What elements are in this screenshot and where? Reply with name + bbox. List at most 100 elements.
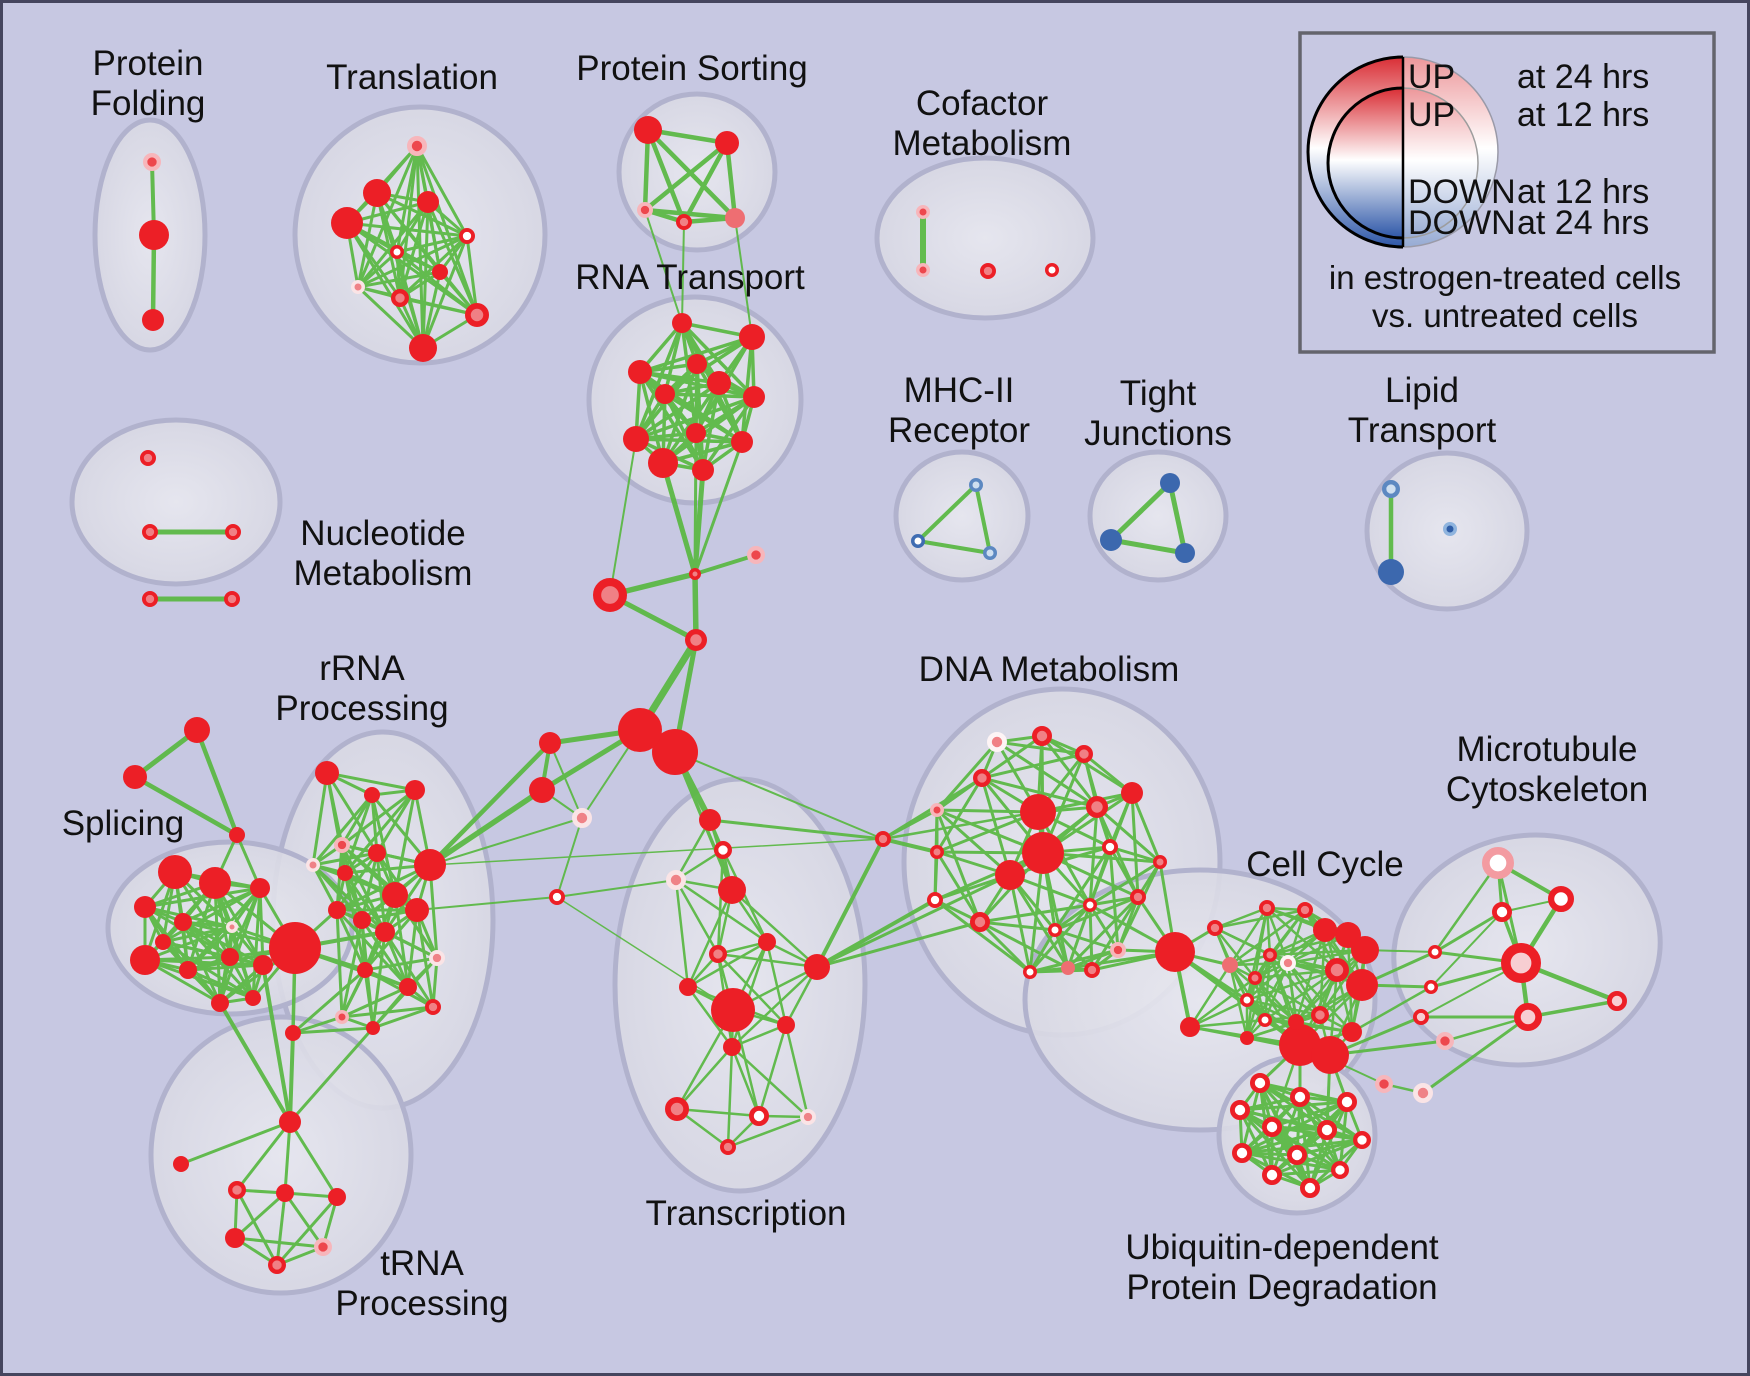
- network-node-tr9[interactable]: [391, 289, 410, 308]
- network-node-rr19[interactable]: [366, 1021, 380, 1035]
- network-node-lp3[interactable]: [1443, 522, 1457, 536]
- network-node-hub1[interactable]: [618, 708, 662, 752]
- network-node-rr2[interactable]: [364, 787, 380, 803]
- network-node-tri3[interactable]: [229, 827, 245, 843]
- network-node-cc1[interactable]: [1259, 899, 1276, 916]
- network-node-dn21[interactable]: [1061, 961, 1075, 975]
- network-node-hub2[interactable]: [652, 729, 698, 775]
- network-node-rr8[interactable]: [414, 849, 446, 881]
- network-node-tr11[interactable]: [409, 334, 437, 362]
- network-node-rr20[interactable]: [285, 1025, 301, 1041]
- network-node-tc3[interactable]: [666, 870, 687, 891]
- network-node-dn10[interactable]: [995, 860, 1025, 890]
- network-node-ub8[interactable]: [1232, 1143, 1253, 1164]
- network-node-dn18[interactable]: [1048, 923, 1062, 937]
- network-node-ps2[interactable]: [715, 131, 739, 155]
- network-node-cn1[interactable]: [593, 578, 628, 613]
- network-node-cc10[interactable]: [1248, 971, 1262, 985]
- network-node-tn5[interactable]: [328, 1188, 346, 1206]
- network-node-rr15[interactable]: [357, 962, 373, 978]
- network-node-sp5[interactable]: [155, 934, 171, 950]
- network-node-sp13[interactable]: [211, 994, 229, 1012]
- network-node-rt11[interactable]: [648, 448, 678, 478]
- network-node-tri1[interactable]: [184, 717, 210, 743]
- network-node-sp14[interactable]: [245, 990, 261, 1006]
- network-node-sp8[interactable]: [226, 921, 238, 933]
- network-node-rr11[interactable]: [353, 911, 371, 929]
- network-node-rr12[interactable]: [375, 922, 395, 942]
- network-node-tr2[interactable]: [363, 179, 391, 207]
- network-node-mc1[interactable]: [1428, 945, 1442, 959]
- network-node-mt1[interactable]: [1481, 847, 1514, 880]
- network-node-rt12[interactable]: [692, 459, 714, 481]
- network-node-ps4[interactable]: [675, 213, 692, 230]
- network-node-rr13[interactable]: [405, 898, 429, 922]
- network-node-ub7[interactable]: [1353, 1131, 1372, 1150]
- network-node-cc16[interactable]: [1279, 1024, 1321, 1066]
- network-node-ub1[interactable]: [1250, 1073, 1271, 1094]
- network-node-sp10[interactable]: [250, 878, 270, 898]
- network-node-rt7[interactable]: [743, 386, 765, 408]
- network-node-sp6[interactable]: [130, 945, 160, 975]
- network-node-tr5[interactable]: [459, 227, 476, 244]
- network-node-mt2[interactable]: [1547, 885, 1574, 912]
- network-node-cc18[interactable]: [1342, 1022, 1362, 1042]
- network-node-sp1[interactable]: [158, 855, 192, 889]
- network-node-dn20[interactable]: [1023, 965, 1037, 979]
- network-node-rr17[interactable]: [425, 998, 442, 1015]
- network-node-cc14[interactable]: [1311, 1005, 1330, 1024]
- network-node-ub5[interactable]: [1262, 1117, 1283, 1138]
- network-node-tc10[interactable]: [777, 1016, 795, 1034]
- network-node-sp7[interactable]: [179, 961, 197, 979]
- network-node-tr10[interactable]: [465, 303, 490, 328]
- network-node-mt4[interactable]: [1501, 942, 1542, 983]
- network-node-tc15[interactable]: [719, 1139, 736, 1156]
- network-node-rt9[interactable]: [623, 426, 649, 452]
- network-node-dn1[interactable]: [987, 732, 1008, 753]
- network-node-ub10[interactable]: [1331, 1161, 1350, 1180]
- network-node-cf4[interactable]: [1045, 263, 1059, 277]
- network-node-tr6[interactable]: [390, 245, 404, 259]
- network-node-dn17[interactable]: [1130, 888, 1147, 905]
- network-node-dn12[interactable]: [1153, 855, 1167, 869]
- network-node-cf1[interactable]: [916, 205, 930, 219]
- network-node-dn14[interactable]: [926, 891, 943, 908]
- network-node-tc7[interactable]: [679, 978, 697, 996]
- network-node-rr16[interactable]: [399, 978, 417, 996]
- network-node-tc13[interactable]: [749, 1106, 770, 1127]
- network-node-rr1[interactable]: [315, 761, 339, 785]
- network-node-ub9[interactable]: [1287, 1145, 1308, 1166]
- network-node-tn7[interactable]: [314, 1238, 333, 1257]
- network-node-cn4[interactable]: [685, 629, 708, 652]
- network-node-ub11[interactable]: [1262, 1165, 1283, 1186]
- network-node-tj3[interactable]: [1175, 543, 1195, 563]
- network-node-mh2[interactable]: [911, 534, 925, 548]
- network-node-mc2[interactable]: [1424, 980, 1438, 994]
- network-node-tn3[interactable]: [228, 1181, 247, 1200]
- network-node-cc7[interactable]: [1280, 954, 1297, 971]
- network-node-tn2[interactable]: [173, 1156, 189, 1172]
- network-node-cn6[interactable]: [529, 777, 555, 803]
- network-node-dn13[interactable]: [930, 845, 944, 859]
- network-node-cf2[interactable]: [916, 263, 930, 277]
- network-node-tr3[interactable]: [417, 191, 439, 213]
- network-node-rr6[interactable]: [368, 844, 386, 862]
- network-node-rr9[interactable]: [382, 882, 408, 908]
- network-node-mc6[interactable]: [1413, 1083, 1434, 1104]
- network-node-mc4[interactable]: [1436, 1032, 1455, 1051]
- network-node-tri2[interactable]: [123, 765, 147, 789]
- network-node-ps1[interactable]: [634, 116, 662, 144]
- network-node-dn4[interactable]: [972, 768, 991, 787]
- network-node-rr4[interactable]: [334, 836, 351, 853]
- network-node-cc15[interactable]: [1240, 1031, 1254, 1045]
- network-node-pf2[interactable]: [139, 220, 169, 250]
- network-node-tc11[interactable]: [723, 1038, 741, 1056]
- network-node-cc13[interactable]: [1288, 1014, 1304, 1030]
- network-node-rr7[interactable]: [337, 865, 353, 881]
- network-node-cn8[interactable]: [548, 888, 565, 905]
- network-node-cc12[interactable]: [1258, 1013, 1272, 1027]
- network-node-tc14[interactable]: [799, 1109, 816, 1126]
- network-node-tn6[interactable]: [225, 1228, 245, 1248]
- network-node-cc3[interactable]: [1313, 918, 1337, 942]
- network-node-tc5[interactable]: [758, 933, 776, 951]
